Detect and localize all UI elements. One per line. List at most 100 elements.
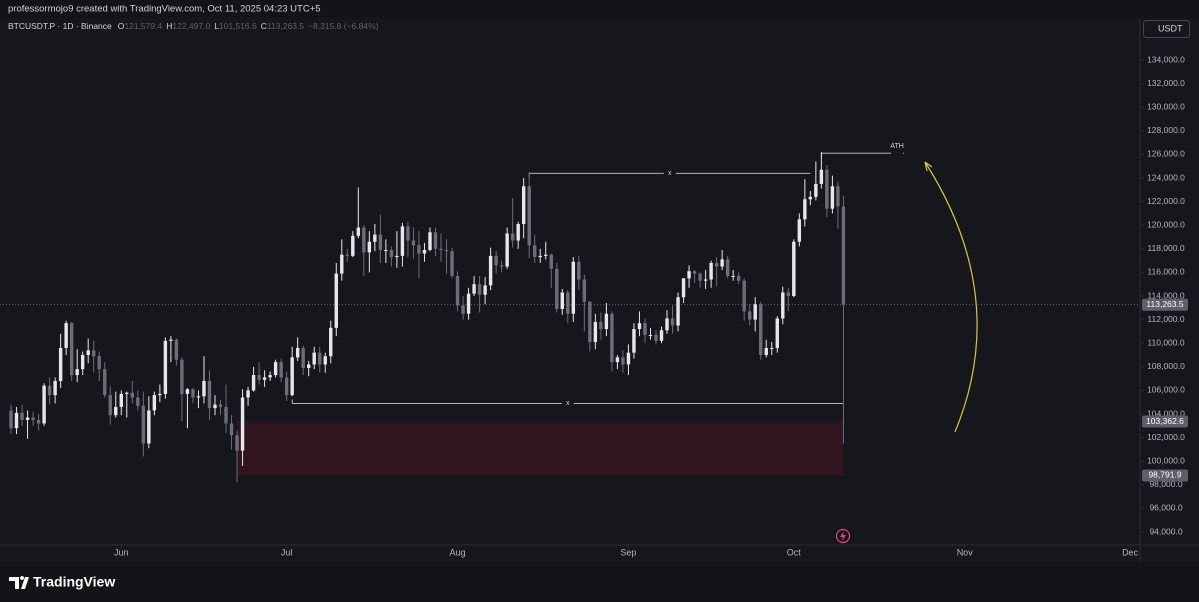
alert-bolt[interactable] [840,531,846,541]
x-tick-label: Jun [114,547,129,557]
candle-body [14,412,19,429]
logo-mark [9,576,29,589]
x-tick-label: Nov [957,547,974,557]
candle-body [125,392,129,394]
y-tick-label: 94,000.0 [1149,526,1182,536]
level-label: x [668,170,672,177]
candle-body [229,423,234,436]
candle-body [626,352,631,365]
y-tick-label: 98,000.0 [1149,479,1182,489]
candle-body [284,377,289,396]
y-tick-label: 112,000.0 [1147,314,1184,324]
candle-body [373,234,377,242]
candle-body [25,417,30,420]
candle-body [544,254,548,256]
candle-body [477,284,482,295]
candle-body [53,380,57,396]
candle-body [356,227,361,236]
candle-body [163,340,168,394]
ohlc-key: O [118,21,125,31]
candle-body [472,284,476,294]
candle-body [169,339,173,341]
candle-body [483,285,487,295]
candle-body [180,359,184,394]
x-tick-label: Oct [787,547,802,557]
ohlc-value: 113,263.5 [267,21,304,31]
candle-body [549,254,553,269]
candle-body [841,206,846,305]
candle-body [295,347,300,358]
credit: professormojo9 created with TradingView.… [8,4,321,15]
candle-body [80,355,85,370]
ohlc-key: H [166,21,172,31]
candle-body [103,369,107,396]
candle-body [615,357,620,363]
candle-body [152,395,157,411]
change: −8,315.8 (−6.84%) [308,21,379,31]
candle-body [340,254,344,274]
candle-body [599,321,603,330]
candle-body [147,410,151,444]
candle-body [42,385,46,424]
candle-body [510,233,515,241]
candle-body [119,393,123,407]
y-tick-label: 124,000.0 [1147,172,1185,182]
candle-body [830,186,835,209]
candle-body [323,356,327,365]
candle-body [836,186,840,207]
candle-body [681,278,686,298]
candle-body [803,199,807,220]
candle-body [444,249,449,252]
candle-body [268,375,272,378]
candle-body [814,183,818,197]
candle-body [676,297,680,326]
candle-body [64,323,68,348]
currency-button[interactable] [1143,20,1190,38]
candle-body [825,169,829,209]
candle-body [114,406,118,416]
candle-body [604,313,609,330]
candle-body [312,352,316,365]
y-tick-label: 126,000.0 [1147,149,1185,159]
brand-name: TradingView [33,574,115,590]
candle-body [797,219,802,242]
candle-body [86,350,90,356]
candle-body [92,350,96,357]
candle-body [395,255,399,258]
candle-body [759,304,763,356]
candle-body [174,339,179,360]
candle-body [196,396,201,398]
y-tick-label: 118,000.0 [1147,243,1184,253]
currency-label[interactable]: USDT [1158,23,1183,33]
candle-body [533,245,537,258]
candle-body [378,234,383,250]
candle-body [36,419,41,424]
candle-body [692,271,697,274]
alert-icon[interactable] [835,528,851,544]
y-tick-label: 120,000.0 [1147,219,1185,229]
candle-body [538,255,542,258]
candle-body [75,369,79,376]
ohlc-value: 121,579.4 [124,21,162,31]
candle-body [130,392,135,398]
candle-body [670,318,675,326]
candle-body [466,293,471,314]
candle-body [262,377,267,380]
candle-body [411,240,416,246]
y-tick-label: 114,000.0 [1147,290,1184,300]
projection-arc [924,161,978,433]
candle-body [555,268,559,309]
candle-body [251,375,256,391]
candle-body [521,186,526,225]
candle-body [720,259,724,267]
y-tick-label: 128,000.0 [1147,125,1185,135]
candle-body [582,279,587,302]
candle-body [345,254,350,256]
candle-body [571,261,576,314]
candle-body [191,389,195,398]
candle-body [753,304,757,320]
y-tick-label: 130,000.0 [1147,101,1185,111]
candle-body [417,245,421,254]
candle-body [235,435,239,451]
